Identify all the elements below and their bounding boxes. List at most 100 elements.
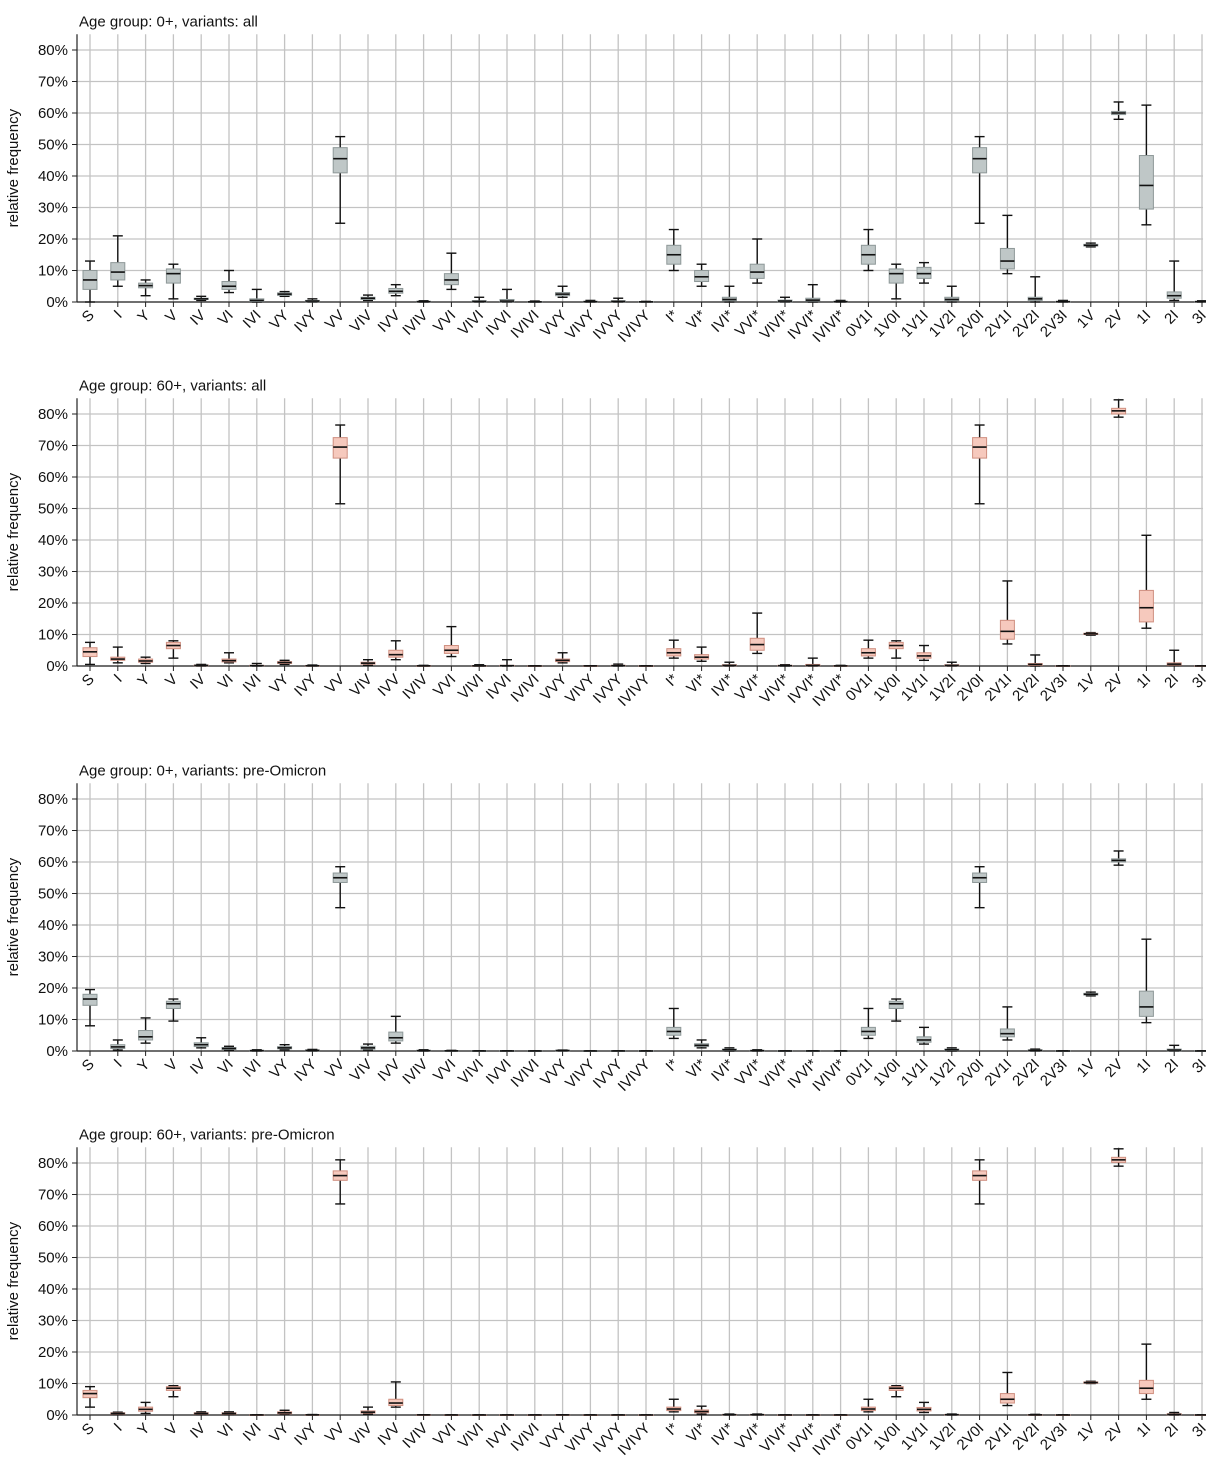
x-tick-label: 1V0I (870, 1056, 904, 1090)
x-tick-label: VIVI (455, 1056, 487, 1088)
box-IV (193, 295, 209, 302)
y-tick-label: 0% (46, 658, 68, 675)
x-tick-label: VVI (430, 1056, 459, 1085)
box-2V0I (972, 1159, 988, 1205)
box-0V1I (860, 228, 876, 272)
y-tick-label: 20% (38, 231, 68, 248)
x-tick-label: 2V2I (1009, 1056, 1043, 1090)
y-tick-label: 50% (38, 886, 68, 903)
box-Y (138, 1401, 154, 1415)
box-VIVI* (777, 1050, 793, 1052)
x-tick-label: I* (663, 1056, 682, 1075)
x-tick-label: VIVI (455, 307, 487, 339)
box-VIVY (582, 299, 598, 303)
box-2V (1111, 850, 1127, 866)
x-tick-label: 1I (1133, 1056, 1154, 1077)
box-VVI* (749, 612, 765, 655)
x-tick-label: VIV (347, 307, 376, 336)
x-tick-label: I (111, 671, 126, 686)
x-tick-label: 1I (1133, 307, 1154, 328)
x-tick-label: VI* (683, 1420, 709, 1446)
x-tick-label: VIVY (562, 671, 598, 707)
x-tick-label: 3I (1189, 1056, 1206, 1077)
x-tick-label: IVIVY (615, 671, 654, 710)
x-tick-label: VI (215, 1056, 237, 1078)
iqr-box (972, 147, 988, 174)
x-tick-label: V (162, 1420, 181, 1439)
box-IVI* (721, 1413, 737, 1416)
box-IVIVI (527, 1050, 543, 1052)
box-IVIV (416, 664, 432, 667)
box-S (82, 1385, 98, 1408)
x-tick-label: 0V1I (842, 1056, 876, 1090)
box-1V2I (944, 285, 960, 303)
box-IVV (388, 283, 404, 297)
box-V (165, 263, 181, 300)
box-VIVY (582, 1414, 598, 1416)
panel-3: Age group: 0+, variants: pre-Omicron 0% 10… (5, 762, 1206, 1095)
x-tick-label: 2V3I (1037, 307, 1071, 341)
box-3I (1194, 664, 1206, 667)
x-tick-label: 1V0I (870, 1420, 904, 1454)
y-tick-label: 80% (38, 791, 68, 808)
x-tick-label: 1V2I (926, 1420, 960, 1454)
box-1V1I (916, 1026, 932, 1045)
y-tick-label: 60% (38, 105, 68, 122)
box-VIVI* (777, 1414, 793, 1416)
x-tick-label: 2V3I (1037, 1420, 1071, 1454)
y-tick-label: 80% (38, 406, 68, 423)
box-IVVI* (805, 1414, 821, 1416)
box-IVVI* (805, 657, 821, 667)
box-2V3I (1055, 1050, 1071, 1052)
y-tick-label: 40% (38, 917, 68, 934)
box-IVIVY (638, 1414, 654, 1416)
box-VY (277, 1043, 293, 1051)
panel-title: Age group: 60+, variants: pre-Omicron (79, 1126, 335, 1143)
y-axis-label: relative frequency (5, 472, 22, 591)
box-IVVI (499, 1414, 515, 1416)
box-2V2I (1027, 276, 1043, 303)
box-1V0I (888, 998, 904, 1022)
box-VV (332, 424, 348, 505)
iqr-box (1138, 589, 1154, 623)
y-axis-label: relative frequency (5, 857, 22, 976)
box-VI (221, 269, 237, 294)
box-I (110, 646, 126, 664)
box-1I (1138, 938, 1154, 1024)
box-VIVY (582, 664, 598, 667)
x-tick-label: IVI* (708, 307, 737, 336)
x-tick-label: IVI (240, 307, 265, 332)
box-VVI (443, 625, 459, 658)
iqr-box (165, 1000, 181, 1009)
y-tick-label: 50% (38, 137, 68, 154)
y-tick-label: 80% (38, 42, 68, 59)
box-IVIVI* (833, 1414, 849, 1416)
box-IVY (304, 298, 320, 303)
x-tick-label: 1V1I (898, 671, 932, 705)
x-tick-label: VY (266, 1056, 292, 1082)
box-3I (1194, 1414, 1206, 1416)
x-tick-label: IV (187, 1420, 209, 1442)
y-tick-label: 30% (38, 564, 68, 581)
x-tick-label: VV (322, 1420, 348, 1446)
box-1V2I (944, 661, 960, 667)
box-I (110, 1411, 126, 1416)
box-IV (193, 1037, 209, 1049)
x-tick-label: 1V (1074, 307, 1099, 332)
x-tick-label: VVI (430, 671, 459, 700)
box-IVY (304, 1048, 320, 1052)
box-S (82, 260, 98, 303)
box-IVIVI* (833, 299, 849, 303)
x-tick-label: 1V1I (898, 307, 932, 341)
x-tick-label: 1V (1074, 1420, 1099, 1445)
box-2I (1166, 649, 1182, 667)
box-IVVI* (805, 283, 821, 303)
panel-title: Age group: 60+, variants: all (79, 377, 266, 394)
box-VIV (360, 1406, 376, 1415)
x-tick-label: 2V0I (954, 307, 988, 341)
y-tick-label: 30% (38, 200, 68, 217)
x-tick-label: VI (215, 307, 237, 329)
box-VY (277, 290, 293, 298)
x-tick-label: S (79, 671, 98, 690)
